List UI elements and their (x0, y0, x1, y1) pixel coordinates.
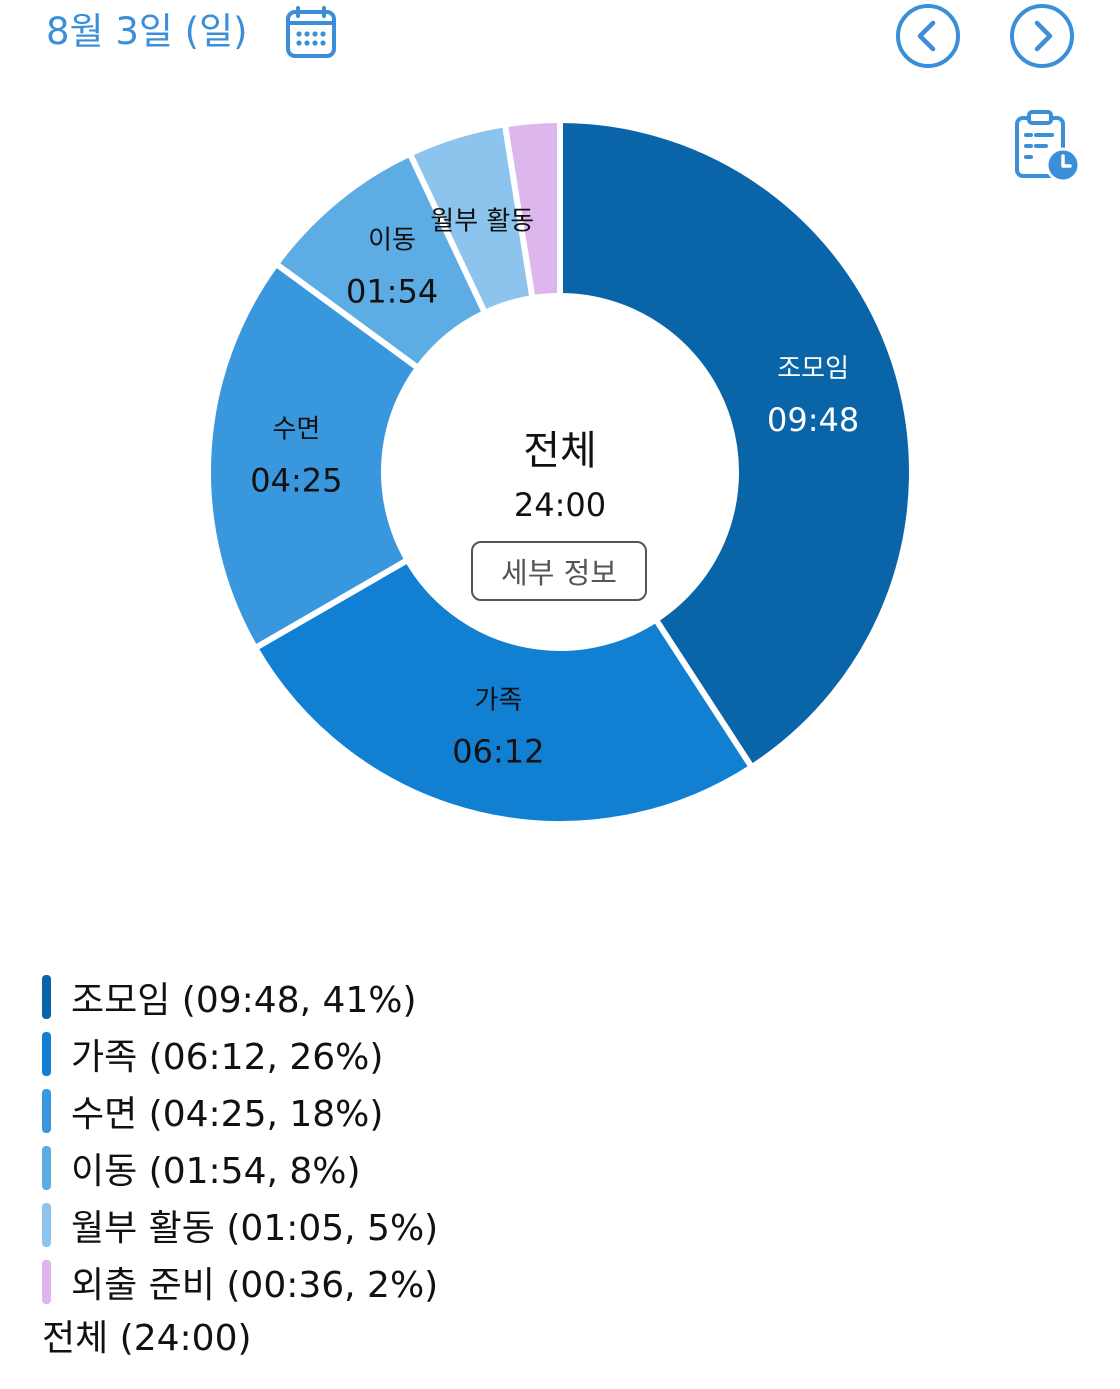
legend-item: 외출 준비 (00:36, 2%) (42, 1253, 438, 1310)
legend-label: 외출 준비 (00:36, 2%) (71, 1264, 439, 1306)
slice-label: 수면 (272, 415, 320, 445)
donut-slice[interactable] (557, 117, 915, 771)
legend-label: 조모임 (09:48, 41%) (71, 979, 417, 1021)
next-day-button[interactable] (1008, 2, 1076, 70)
legend-swatch (42, 1031, 51, 1076)
legend-item: 수면 (04:25, 18%) (42, 1082, 438, 1139)
legend-swatch (42, 1259, 51, 1304)
legend-label: 이동 (01:54, 8%) (71, 1150, 361, 1192)
chart-center-title: 전체 (523, 428, 597, 474)
legend-swatch (42, 1202, 51, 1247)
slice-label: 이동 (368, 225, 416, 255)
detail-info-button[interactable]: 세부 정보 (471, 541, 647, 601)
legend-label: 수면 (04:25, 18%) (71, 1093, 384, 1135)
chevron-left-circle-icon (896, 4, 960, 68)
clipboard-clock-icon (1015, 110, 1081, 183)
slice-label: 조모임 (777, 354, 849, 384)
legend-swatch (42, 1088, 51, 1133)
legend-item: 가족 (06:12, 26%) (42, 1025, 438, 1082)
donut-labels: 조모임 09:48 가족 06:12 수면 04:25 이동 01:54 월부 활동 (250, 207, 859, 771)
slice-time-label: 01:54 (346, 272, 438, 310)
slice-label: 월부 활동 (430, 207, 534, 237)
donut-slices (205, 117, 915, 827)
time-report-button[interactable] (1012, 108, 1082, 184)
date-title[interactable]: 8월 3일 (일) (46, 10, 248, 53)
legend: 조모임 (09:48, 41%) 가족 (06:12, 26%) 수면 (04:… (42, 968, 438, 1367)
donut-slice[interactable] (501, 117, 563, 302)
legend-item: 이동 (01:54, 8%) (42, 1139, 438, 1196)
legend-swatch (42, 974, 51, 1019)
chevron-right-circle-icon (1010, 4, 1074, 68)
calendar-button[interactable] (284, 6, 338, 60)
slice-time-label: 04:25 (250, 462, 342, 500)
donut-slice[interactable] (205, 260, 422, 651)
calendar-icon (286, 6, 336, 58)
slice-label: 가족 (474, 686, 522, 716)
donut-slice[interactable] (252, 557, 755, 827)
legend-swatch (42, 1145, 51, 1190)
slice-time-label: 06:12 (452, 733, 544, 771)
slice-time-label: 09:48 (767, 401, 859, 439)
legend-item: 조모임 (09:48, 41%) (42, 968, 438, 1025)
legend-label: 월부 활동 (01:05, 5%) (71, 1207, 439, 1249)
chart-center-total: 24:00 (513, 486, 607, 524)
legend-total: 전체 (24:00) (42, 1318, 252, 1359)
legend-label: 가족 (06:12, 26%) (71, 1036, 384, 1078)
legend-item: 월부 활동 (01:05, 5%) (42, 1196, 438, 1253)
previous-day-button[interactable] (894, 2, 962, 70)
time-donut-chart: 조모임 09:48 가족 06:12 수면 04:25 이동 01:54 월부 활동 (205, 117, 915, 827)
